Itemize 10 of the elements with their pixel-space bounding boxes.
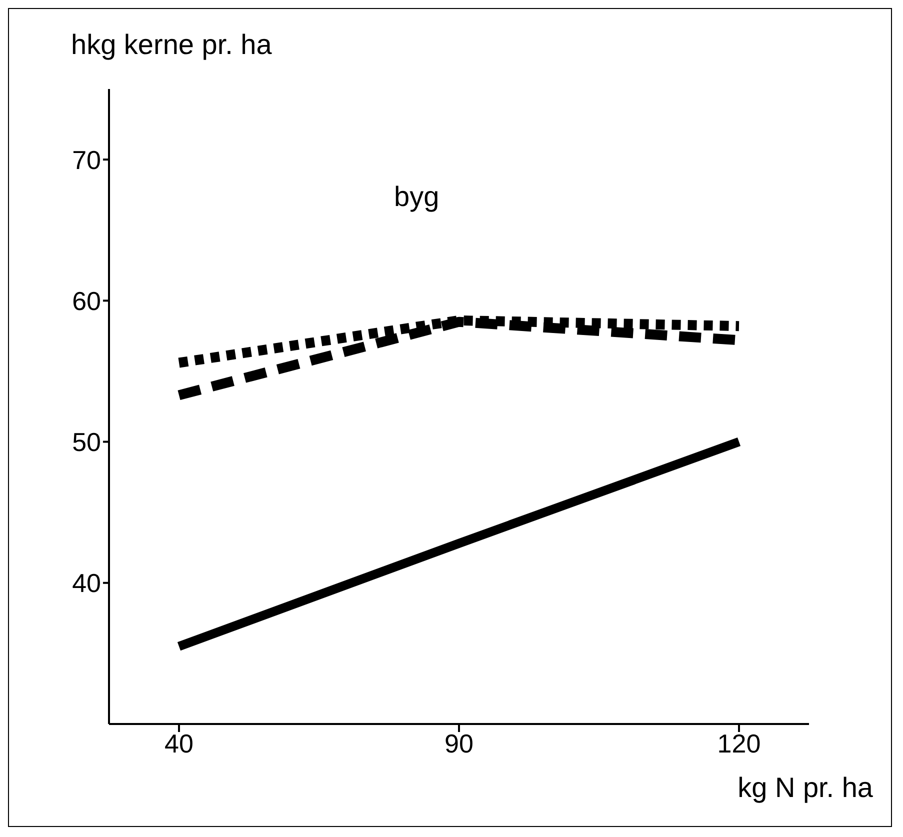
y-tick-label: 40	[72, 568, 101, 598]
x-tick-label: 120	[717, 728, 761, 758]
annotation: byg	[394, 181, 440, 213]
x-tick-label: 90	[444, 728, 474, 758]
y-tick-label: 60	[72, 286, 101, 316]
x-axis-title: kg N pr. ha	[738, 772, 873, 804]
y-tick-label: 50	[72, 427, 101, 458]
y-tick-label: 70	[72, 144, 101, 175]
x-tick-label: 40	[164, 728, 194, 758]
y-axis-title: hkg kerne pr. ha	[71, 29, 272, 61]
